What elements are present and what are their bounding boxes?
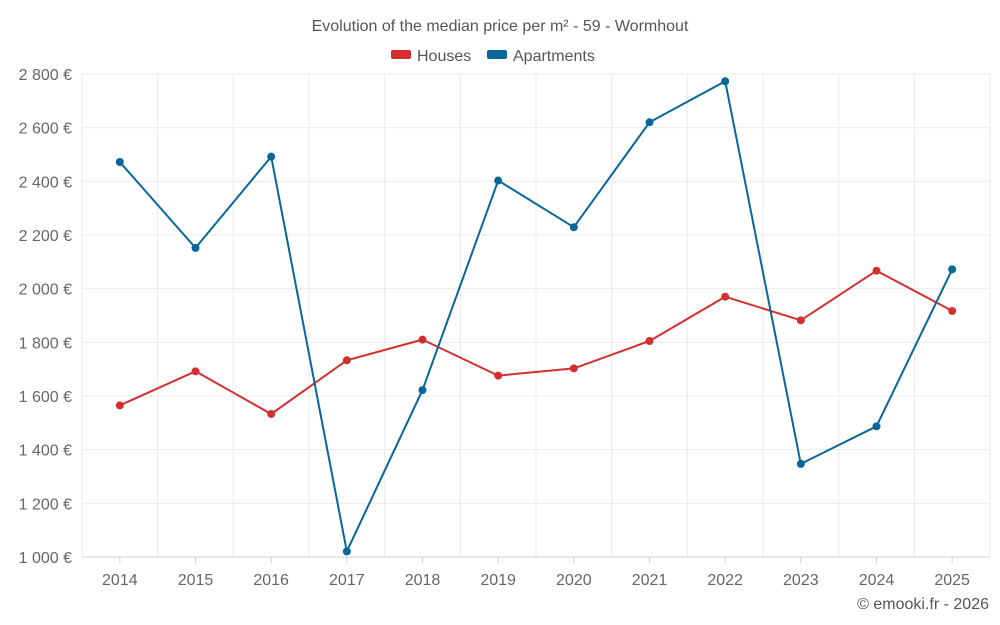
data-point-houses-2018[interactable] — [418, 335, 427, 344]
x-tick-label: 2017 — [329, 572, 365, 589]
data-point-apartments-2019[interactable] — [494, 176, 503, 185]
data-point-apartments-2021[interactable] — [645, 118, 654, 127]
data-point-houses-2023[interactable] — [796, 316, 805, 325]
data-point-apartments-2024[interactable] — [872, 422, 881, 431]
data-point-apartments-2014[interactable] — [115, 158, 124, 167]
series-layer — [115, 77, 957, 556]
data-point-apartments-2018[interactable] — [418, 386, 427, 395]
y-tick-label: 2 600 € — [19, 121, 72, 138]
x-tick-label: 2019 — [480, 572, 516, 589]
credit-text: © emooki.fr - 2026 — [857, 596, 989, 613]
y-tick-label: 1 400 € — [19, 443, 72, 460]
grid — [81, 73, 991, 557]
legend-item-houses[interactable]: Houses — [391, 48, 471, 65]
data-point-houses-2016[interactable] — [267, 409, 276, 418]
data-point-apartments-2022[interactable] — [721, 77, 730, 86]
y-axis: 1 000 € 1 200 € 1 400 € 1 600 € 1 800 € 2 000… — [19, 67, 72, 567]
x-axis: 2014 2015 2016 2017 2018 2019 2020 2021 2022 2023… — [82, 556, 990, 589]
series-line-houses — [119, 269, 953, 415]
data-point-houses-2015[interactable] — [191, 367, 200, 376]
data-point-houses-2019[interactable] — [494, 371, 503, 380]
y-tick-label: 2 200 € — [19, 228, 72, 245]
chart-title: Evolution of the median price per m² - 5… — [312, 18, 689, 35]
legend: Houses Apartments — [391, 48, 595, 65]
x-tick-label: 2022 — [707, 572, 743, 589]
data-point-apartments-2025[interactable] — [948, 265, 957, 274]
data-point-houses-2025[interactable] — [948, 306, 957, 315]
data-point-apartments-2015[interactable] — [191, 243, 200, 252]
data-point-apartments-2020[interactable] — [569, 223, 578, 232]
legend-swatch — [391, 50, 411, 59]
y-tick-label: 2 000 € — [19, 282, 72, 299]
y-tick-label: 1 000 € — [19, 550, 72, 567]
data-point-houses-2024[interactable] — [872, 266, 881, 275]
x-tick-label: 2023 — [783, 572, 819, 589]
data-point-houses-2017[interactable] — [342, 356, 351, 365]
y-tick-label: 2 400 € — [19, 174, 72, 191]
legend-label: Apartments — [513, 48, 595, 65]
x-tick-label: 2020 — [556, 572, 592, 589]
x-tick-label: 2025 — [934, 572, 970, 589]
x-tick-label: 2016 — [253, 572, 289, 589]
data-point-houses-2014[interactable] — [115, 401, 124, 410]
legend-item-apartments[interactable]: Apartments — [487, 48, 595, 65]
y-tick-label: 1 600 € — [19, 389, 72, 406]
y-tick-label: 1 800 € — [19, 335, 72, 352]
x-tick-label: 2021 — [632, 572, 668, 589]
series-apartments — [115, 77, 957, 556]
data-point-apartments-2023[interactable] — [796, 459, 805, 468]
data-point-houses-2021[interactable] — [645, 336, 654, 345]
x-tick-label: 2014 — [102, 572, 138, 589]
data-point-apartments-2017[interactable] — [342, 547, 351, 556]
legend-label: Houses — [417, 48, 471, 65]
data-point-houses-2020[interactable] — [569, 364, 578, 373]
series-line-apartments — [119, 80, 954, 553]
data-point-apartments-2016[interactable] — [267, 152, 276, 161]
y-tick-label: 1 200 € — [19, 496, 72, 513]
data-point-houses-2022[interactable] — [721, 292, 730, 301]
x-tick-label: 2015 — [178, 572, 214, 589]
y-tick-label: 2 800 € — [19, 67, 72, 84]
x-tick-label: 2024 — [859, 572, 895, 589]
series-houses — [115, 266, 957, 418]
x-tick-label: 2018 — [405, 572, 441, 589]
legend-swatch — [487, 50, 507, 59]
